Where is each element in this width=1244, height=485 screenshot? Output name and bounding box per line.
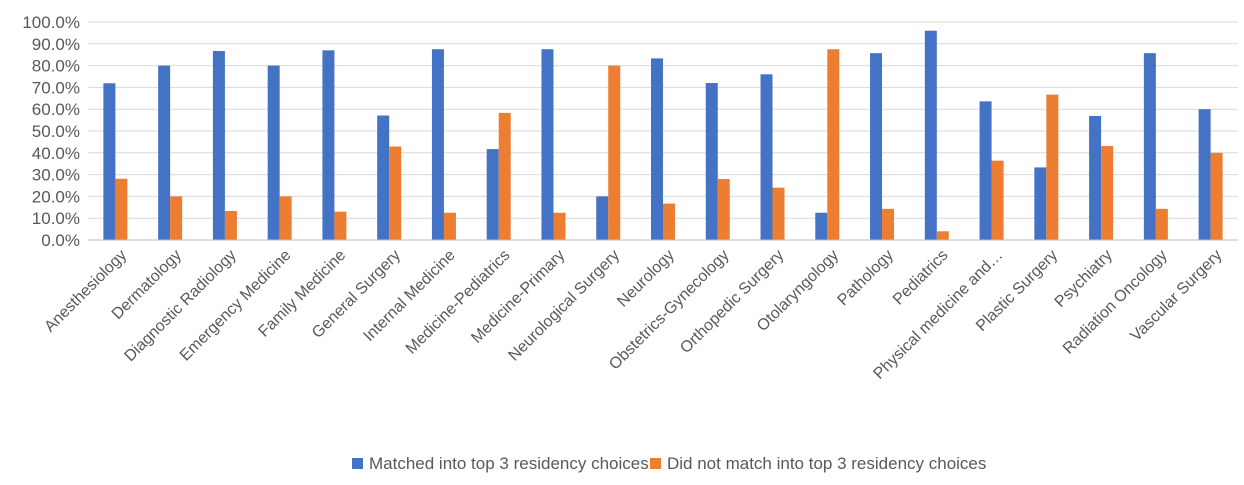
not-matched-bar xyxy=(608,65,621,240)
not-matched-bar xyxy=(443,212,456,240)
legend-swatch-matched xyxy=(352,458,363,469)
legend-swatch-not-matched xyxy=(650,458,661,469)
matched-bar xyxy=(596,196,609,240)
not-matched-bar xyxy=(1155,208,1168,240)
y-tick-label: 70.0% xyxy=(32,78,80,97)
y-tick-label: 0.0% xyxy=(41,231,80,250)
matched-bar xyxy=(486,149,499,240)
not-matched-bar xyxy=(170,196,183,240)
legend-label-not-matched: Did not match into top 3 residency choic… xyxy=(667,454,986,473)
matched-bar xyxy=(1034,167,1047,240)
x-tick-label: Vascular Surgery xyxy=(1127,247,1225,345)
matched-bar xyxy=(212,50,225,240)
legend: Matched into top 3 residency choices Did … xyxy=(352,454,986,473)
not-matched-bar xyxy=(717,178,730,240)
matched-bar xyxy=(1089,115,1102,240)
matched-bar xyxy=(924,30,937,240)
matched-bar xyxy=(705,83,718,240)
not-matched-bar xyxy=(224,211,237,240)
x-tick-label: Radiation Oncology xyxy=(1060,247,1171,358)
bars xyxy=(103,30,1223,241)
x-tick-label: Medicine-Pediatrics xyxy=(403,247,514,358)
matched-bar xyxy=(870,53,883,241)
matched-bar xyxy=(267,65,280,240)
matched-bar xyxy=(158,65,171,240)
matched-bar xyxy=(815,212,828,240)
y-tick-label: 100.0% xyxy=(22,13,80,32)
not-matched-bar xyxy=(334,211,347,240)
x-tick-label: Anesthesiology xyxy=(41,247,130,336)
y-axis: 0.0% 10.0% 20.0% 30.0% 40.0% 50.0% 60.0% 70.0% 8… xyxy=(22,13,80,250)
matched-bar xyxy=(431,49,444,240)
not-matched-bar xyxy=(389,146,402,240)
matched-bar xyxy=(1198,109,1211,240)
x-tick-label: Neurological Surgery xyxy=(505,247,623,365)
not-matched-bar xyxy=(663,203,675,240)
not-matched-bar xyxy=(936,231,949,240)
y-tick-label: 80.0% xyxy=(32,57,80,76)
not-matched-bar xyxy=(1046,94,1059,241)
not-matched-bar xyxy=(991,160,1004,240)
y-tick-label: 90.0% xyxy=(32,35,80,54)
x-tick-label: Orthopedic Surgery xyxy=(677,247,787,357)
y-tick-label: 40.0% xyxy=(32,144,80,163)
matched-bar xyxy=(322,50,335,241)
not-matched-bar xyxy=(772,187,785,240)
x-tick-label: Emergency Medicine xyxy=(177,247,295,365)
x-tick-label: Pathology xyxy=(835,247,897,309)
not-matched-bar xyxy=(827,49,840,240)
y-tick-label: 30.0% xyxy=(32,166,80,185)
not-matched-bar xyxy=(882,208,895,240)
matched-bar xyxy=(979,101,992,241)
matched-bar xyxy=(1143,53,1156,241)
matched-bar xyxy=(760,74,773,240)
matched-bar xyxy=(377,115,390,240)
x-tick-label: Internal Medicine xyxy=(361,247,459,345)
not-matched-bar xyxy=(1101,146,1114,240)
not-matched-bar xyxy=(279,196,292,240)
not-matched-bar xyxy=(553,212,566,240)
not-matched-bar xyxy=(115,178,128,240)
matched-bar xyxy=(103,83,116,241)
x-tick-label: Medicine-Primary xyxy=(468,247,568,347)
y-tick-label: 10.0% xyxy=(32,209,80,228)
y-tick-label: 60.0% xyxy=(32,100,80,119)
not-matched-bar xyxy=(1210,152,1223,240)
not-matched-bar xyxy=(498,112,511,240)
legend-label-matched: Matched into top 3 residency choices xyxy=(369,454,649,473)
y-tick-label: 50.0% xyxy=(32,122,80,141)
y-tick-label: 20.0% xyxy=(32,187,80,206)
matched-bar xyxy=(541,49,554,240)
matched-bar xyxy=(651,58,663,240)
